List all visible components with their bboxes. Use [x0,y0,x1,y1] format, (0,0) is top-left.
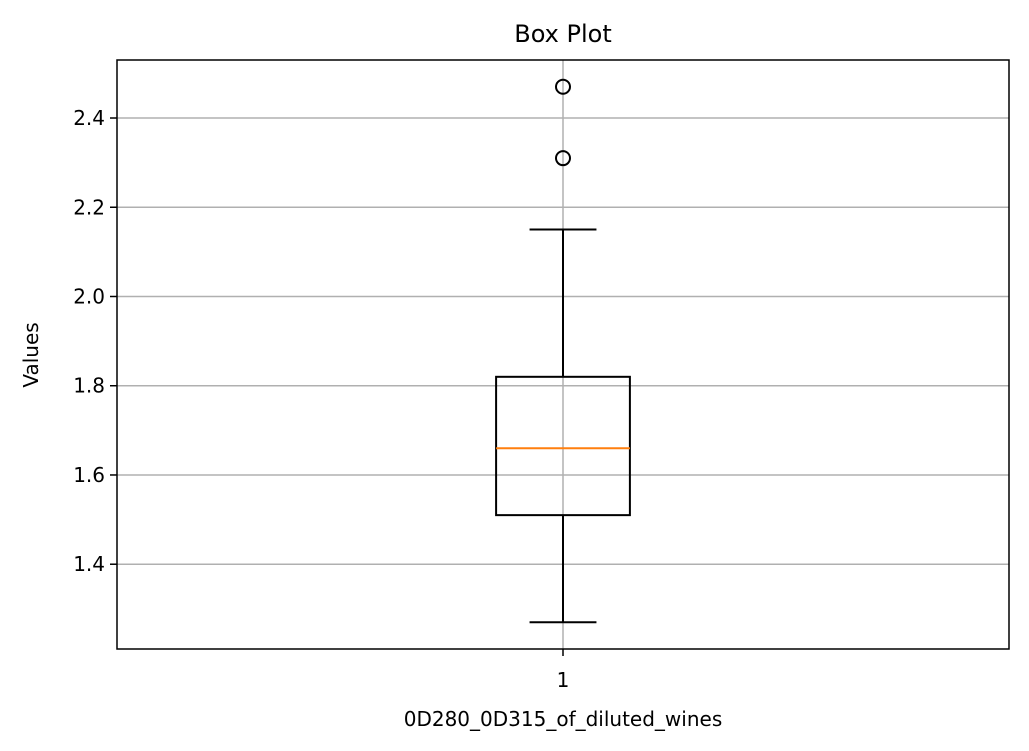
y-tick-label: 1.4 [73,552,105,576]
y-tick-label: 2.4 [73,106,105,130]
y-tick-label: 1.8 [73,374,105,398]
x-tick-label: 1 [557,668,570,692]
y-tick-label: 2.0 [73,284,105,308]
x-axis: 1 [557,649,570,692]
box-1 [495,78,631,624]
y-axis-label: Values [19,322,43,387]
chart-title: Box Plot [514,20,611,48]
y-tick-label: 1.6 [73,463,105,487]
y-axis: 1.4 1.6 1.8 2.0 2.2 2.4 [73,106,117,576]
iqr-box [495,375,631,517]
y-tick-label: 2.2 [73,195,105,219]
grid-lines [117,60,1009,649]
outlier-point [555,150,571,167]
plot-area [495,78,631,624]
x-axis-label: 0D280_0D315_of_diluted_wines [404,707,723,731]
outlier-point [555,78,571,95]
